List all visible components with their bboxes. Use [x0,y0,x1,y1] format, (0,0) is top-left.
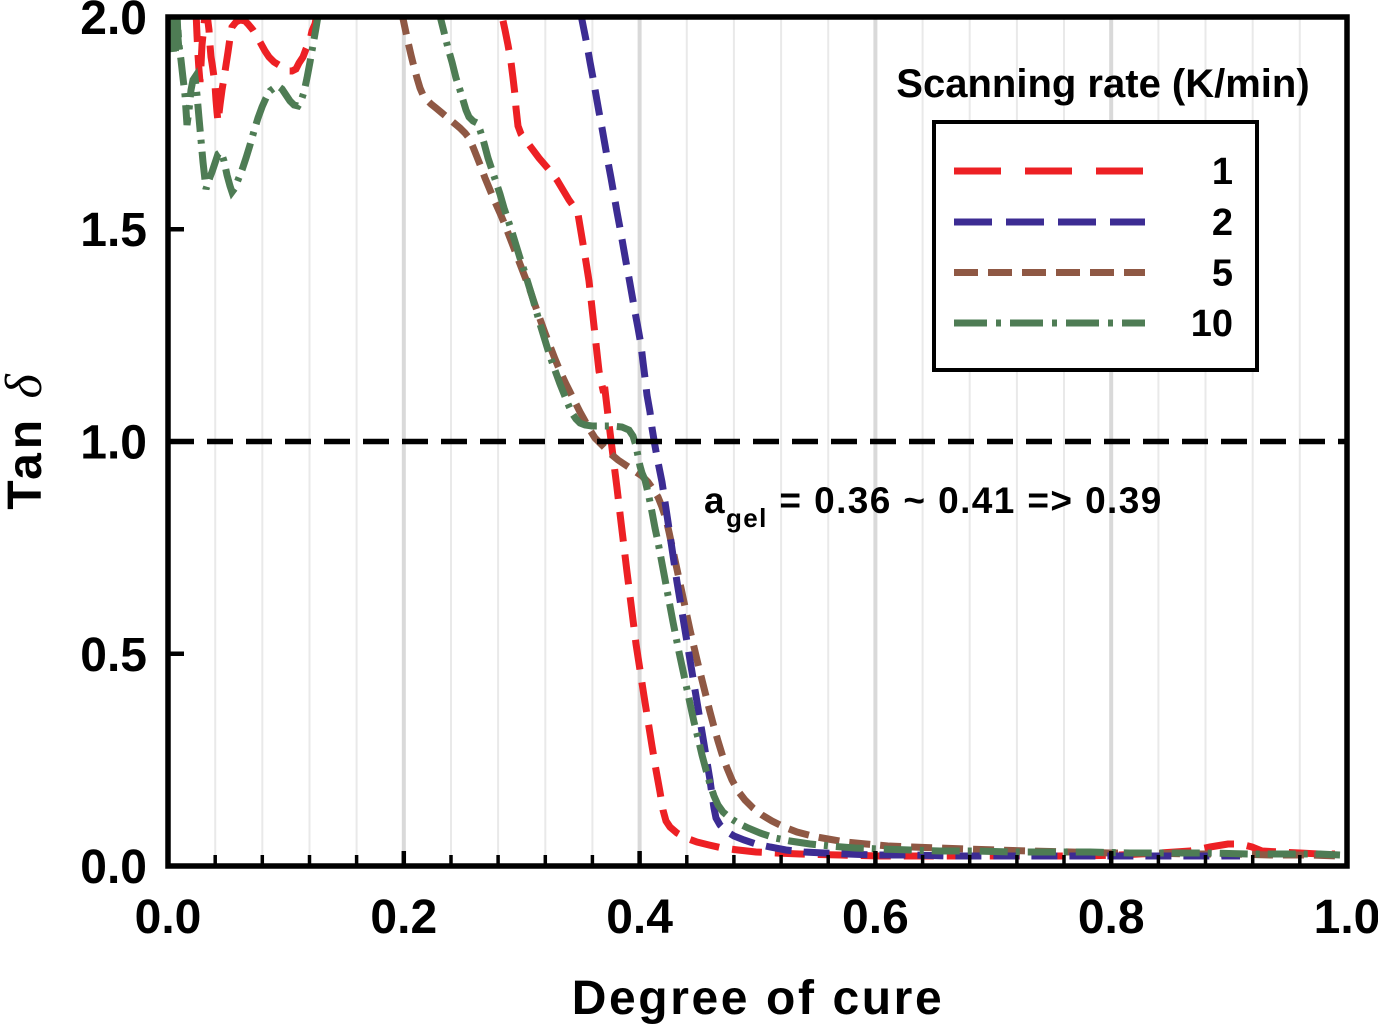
svg-text:0.6: 0.6 [842,891,909,944]
svg-text:1.5: 1.5 [80,204,147,257]
svg-text:2: 2 [1212,202,1233,244]
svg-text:0.2: 0.2 [370,891,437,944]
svg-text:Tan δ: Tan δ [0,370,53,509]
svg-text:0.8: 0.8 [1078,891,1145,944]
svg-text:5: 5 [1212,253,1233,295]
svg-text:Scanning rate (K/min): Scanning rate (K/min) [896,62,1309,106]
svg-text:Degree of cure: Degree of cure [572,972,945,1025]
svg-text:2.0: 2.0 [80,0,147,45]
svg-text:0.4: 0.4 [606,891,673,944]
svg-text:1: 1 [1212,151,1233,193]
svg-text:10: 10 [1191,303,1233,345]
svg-text:0.5: 0.5 [80,629,147,682]
svg-text:1.0: 1.0 [80,417,147,470]
svg-text:0.0: 0.0 [135,891,202,944]
svg-text:0.0: 0.0 [80,841,147,894]
svg-text:1.0: 1.0 [1314,891,1378,944]
